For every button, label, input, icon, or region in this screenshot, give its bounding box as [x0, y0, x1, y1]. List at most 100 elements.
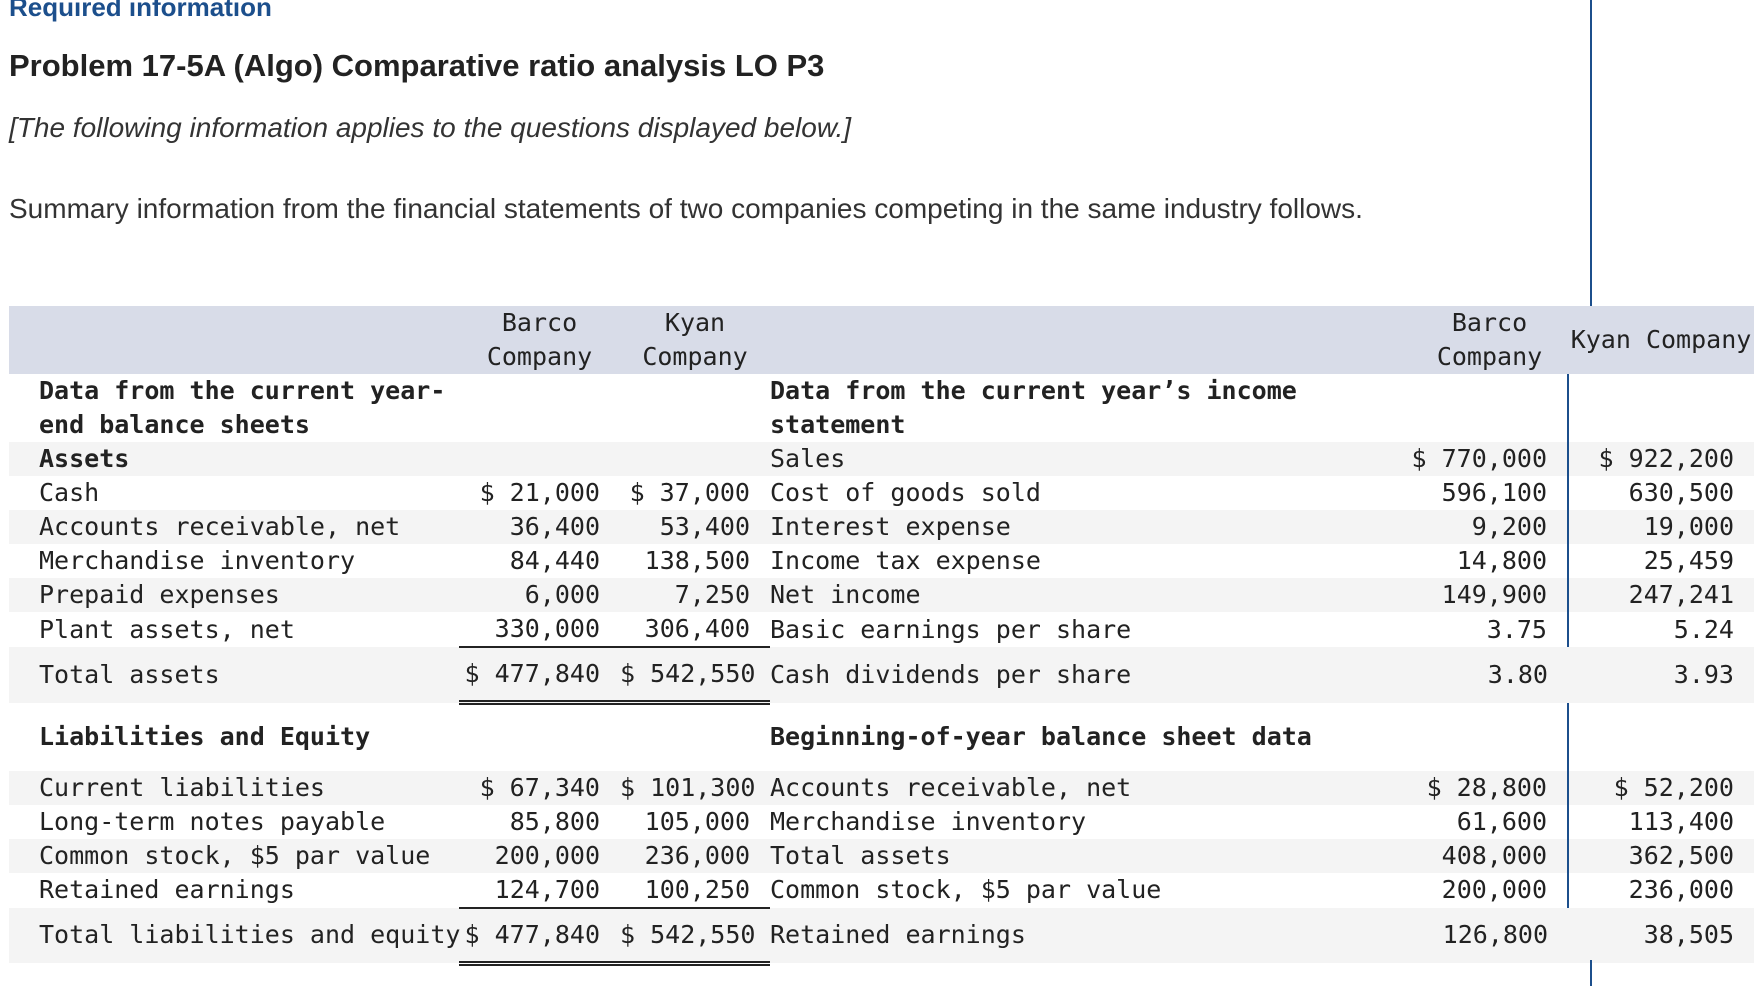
row-label: Plant assets, net: [39, 614, 295, 644]
row-label: Cost of goods sold: [770, 478, 1041, 507]
divider-line-bottom: [1590, 960, 1592, 986]
row-label: Total assets: [770, 838, 1250, 873]
value-barco: 3.80: [1411, 647, 1568, 703]
table-row: Merchandise inventory 84,440 138,500 Inc…: [9, 544, 1754, 578]
row-label: Retained earnings: [39, 875, 295, 904]
value-barco: $ 770,000: [1411, 442, 1569, 476]
value-kyan: 3.93: [1568, 647, 1754, 703]
row-label: Retained earnings: [770, 907, 1250, 963]
required-information-heading: Required information: [9, 0, 272, 22]
row-label: Common stock, $5 par value: [770, 875, 1162, 904]
intro-text: Summary information from the financial s…: [9, 193, 1363, 224]
value-kyan: 236,000: [620, 838, 770, 873]
header-kyan-right: Kyan Company: [1568, 306, 1754, 374]
value-kyan: 306,400: [644, 614, 750, 643]
row-label: Interest expense: [770, 510, 1250, 544]
row-label: Accounts receivable, net: [9, 510, 459, 544]
table-row: Cash $ 21,000 $ 37,000 Cost of goods sol…: [9, 476, 1754, 510]
value-barco: 84,440: [509, 546, 600, 575]
value-barco: 408,000: [1411, 838, 1569, 873]
liabilities-heading: Liabilities and Equity: [39, 721, 371, 751]
row-label: Long-term notes payable: [39, 806, 386, 836]
header-barco: Barco Company: [459, 306, 620, 374]
total-assets-kyan: $ 542,550: [620, 646, 770, 705]
table-row: Common stock, $5 par value 200,000 236,0…: [9, 838, 1754, 873]
assets-heading: Assets: [9, 442, 459, 476]
value-barco: $ 67,340: [459, 770, 620, 805]
row-label: Merchandise inventory: [770, 806, 1087, 836]
total-le-kyan: $ 542,550: [620, 906, 770, 966]
value-kyan: $ 52,200: [1568, 770, 1754, 805]
value-barco: 200,000: [1411, 872, 1569, 908]
total-liabilities-equity-label: Total liabilities and equity: [9, 907, 460, 963]
row-label: Accounts receivable, net: [770, 770, 1250, 805]
value-kyan: 53,400: [620, 510, 770, 544]
value-barco: 126,800: [1411, 907, 1568, 963]
row-label: Net income: [770, 578, 1250, 612]
total-assets-barco: $ 477,840: [459, 646, 620, 705]
value-kyan: 25,459: [1643, 546, 1734, 575]
value-kyan: $ 37,000: [629, 478, 750, 507]
table-header-row: Barco Company Kyan Company Barco Company…: [9, 306, 1754, 374]
value-kyan: 630,500: [1628, 478, 1734, 507]
value-kyan: 7,250: [620, 578, 770, 612]
value-barco: 124,700: [494, 874, 600, 904]
value-barco: 149,900: [1411, 578, 1569, 612]
value-kyan: 105,000: [644, 806, 750, 836]
value-barco: 200,000: [459, 838, 620, 873]
total-row: Total liabilities and equity $ 477,840 $…: [9, 906, 1754, 966]
value-kyan: 236,000: [1628, 875, 1734, 904]
header-barco-right: Barco Company: [1411, 306, 1568, 374]
value-barco: 3.75: [1411, 612, 1569, 647]
row-label: Cash dividends per share: [770, 647, 1250, 703]
problem-subtitle: [The following information applies to th…: [9, 112, 852, 143]
value-barco: 85,800: [509, 806, 600, 836]
total-assets-label: Total assets: [9, 647, 459, 703]
value-kyan: 362,500: [1568, 838, 1754, 873]
financial-data-table: Barco Company Kyan Company Barco Company…: [9, 306, 1754, 966]
row-label: Basic earnings per share: [770, 614, 1132, 644]
total-le-barco: $ 477,840: [459, 906, 620, 966]
row-label: Current liabilities: [9, 770, 459, 805]
problem-title: Problem 17-5A (Algo) Comparative ratio a…: [9, 48, 825, 83]
section-title-row: Liabilities and Equity Beginning-of-year…: [9, 702, 1754, 771]
table-row: Retained earnings 124,700 100,250 Common…: [9, 872, 1754, 908]
table-row: Prepaid expenses 6,000 7,250 Net income …: [9, 578, 1754, 612]
income-statement-section-title: Data from the current year’s income stat…: [770, 376, 1297, 439]
table-row: Accounts receivable, net 36,400 53,400 I…: [9, 510, 1754, 544]
row-label: Sales: [770, 442, 1250, 476]
row-label: Cash: [39, 478, 100, 507]
value-barco: 14,800: [1411, 544, 1569, 578]
value-barco: 330,000: [494, 614, 600, 643]
value-barco: 6,000: [459, 578, 620, 612]
row-label: Income tax expense: [770, 546, 1041, 575]
divider-line: [1590, 0, 1592, 306]
header-kyan: Kyan Company: [620, 306, 770, 374]
beginning-balance-section-title: Beginning-of-year balance sheet data: [770, 721, 1312, 751]
value-barco: $ 21,000: [479, 478, 600, 507]
value-kyan: 138,500: [644, 546, 750, 575]
value-barco: 596,100: [1411, 476, 1569, 510]
value-barco: 61,600: [1411, 804, 1569, 839]
value-barco: $ 28,800: [1411, 770, 1569, 805]
total-row: Total assets $ 477,840 $ 542,550 Cash di…: [9, 646, 1754, 705]
table-row: Assets Sales $ 770,000 $ 922,200: [9, 442, 1754, 476]
value-kyan: 5.24: [1673, 614, 1734, 644]
value-barco: 9,200: [1411, 510, 1569, 544]
value-barco: 36,400: [459, 510, 620, 544]
table-row: Current liabilities $ 67,340 $ 101,300 A…: [9, 770, 1754, 805]
value-kyan: $ 101,300: [620, 770, 770, 805]
value-kyan: 113,400: [1628, 806, 1734, 836]
value-kyan: 38,505: [1568, 907, 1754, 963]
row-label: Prepaid expenses: [9, 578, 459, 612]
value-kyan: 247,241: [1568, 578, 1754, 612]
value-kyan: $ 922,200: [1568, 442, 1754, 476]
row-label: Merchandise inventory: [39, 546, 356, 575]
value-kyan: 100,250: [644, 874, 750, 904]
value-kyan: 19,000: [1568, 510, 1754, 544]
table-row: Long-term notes payable 85,800 105,000 M…: [9, 804, 1754, 839]
table-row: Plant assets, net 330,000 306,400 Basic …: [9, 612, 1754, 647]
row-label: Common stock, $5 par value: [9, 838, 459, 873]
section-title-row: Data from the current year-end balance s…: [9, 374, 1754, 442]
balance-sheet-section-title: Data from the current year-end balance s…: [39, 376, 446, 439]
